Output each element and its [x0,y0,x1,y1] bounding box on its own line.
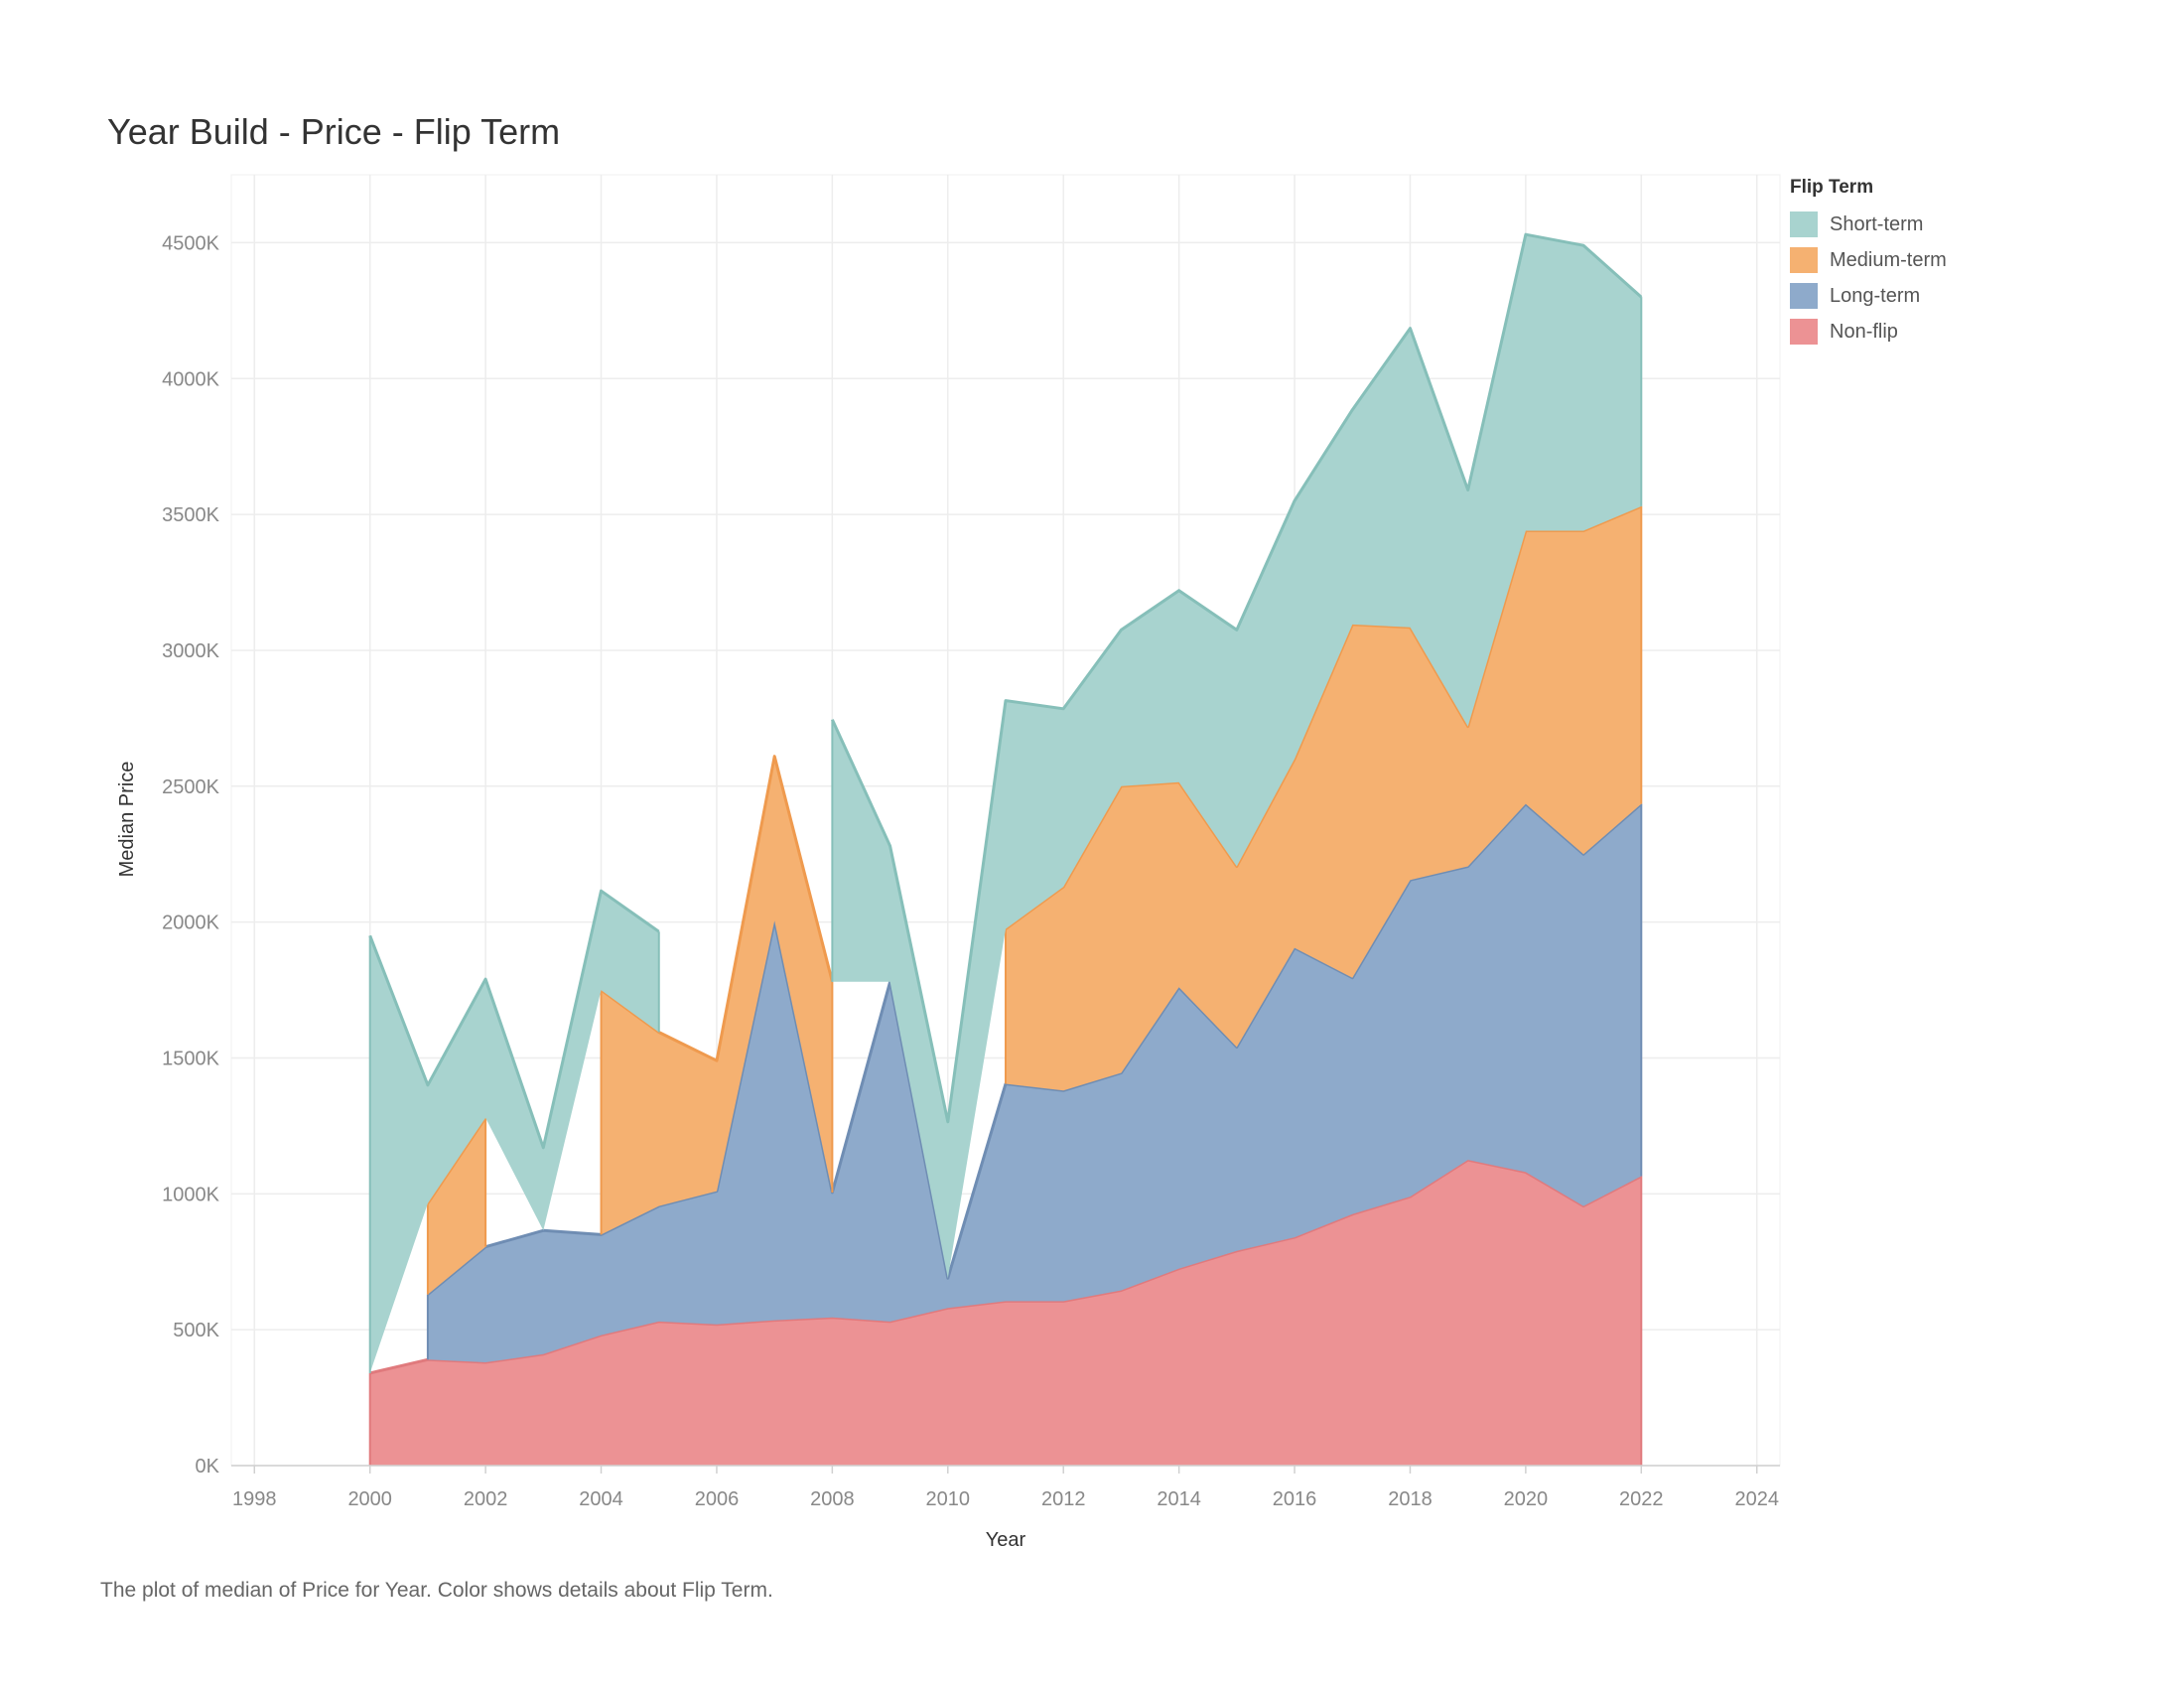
x-axis-title: Year [986,1529,1026,1551]
area-medium-term [1006,505,1642,1091]
area-long-term [427,803,1642,1362]
area-medium-term [601,756,833,1235]
x-tick-label: 2024 [1734,1488,1779,1510]
legend-item[interactable]: Medium-term [1790,242,1947,278]
line-short-term [831,232,1643,1124]
area-short-term [369,891,659,1373]
y-tick-label: 3000K [162,640,219,662]
area-non-flip [369,1160,1642,1466]
chart-title: Year Build - Price - Flip Term [107,111,561,152]
area-medium-term [427,1117,486,1295]
y-tick-label: 500K [173,1320,219,1341]
chart-areas [368,232,1643,1466]
legend-item[interactable]: Long-term [1790,278,1947,314]
y-tick-label: 3500K [162,504,219,526]
legend-label: Short-term [1830,212,1924,235]
x-tick-label: 2018 [1388,1488,1433,1510]
x-tick-label: 2016 [1273,1488,1317,1510]
x-tick-label: 2004 [579,1488,623,1510]
x-tick-label: 2012 [1041,1488,1086,1510]
x-tick-label: 1998 [232,1488,277,1510]
y-tick-label: 4000K [162,368,219,390]
y-tick-label: 2000K [162,913,219,934]
y-tick-label: 1500K [162,1048,219,1069]
y-tick-label: 0K [196,1456,220,1477]
legend-item[interactable]: Non-flip [1790,314,1947,350]
legend-swatch [1790,319,1818,345]
line-medium-term [600,755,834,1062]
legend: Flip Term Short-term Medium-term Long-term… [1790,177,1947,350]
legend-swatch [1790,283,1818,309]
x-tick-label: 2008 [810,1488,855,1510]
line-short-term [368,889,660,1150]
x-tick-label: 2006 [695,1488,740,1510]
legend-title: Flip Term [1790,177,1874,198]
legend-label: Long-term [1830,284,1921,307]
x-tick-label: 2002 [464,1488,508,1510]
x-tick-label: 2010 [926,1488,971,1510]
chart-caption: The plot of median of Price for Year. Co… [100,1579,773,1602]
area-short-term [832,234,1642,1279]
y-tick-label: 4500K [162,232,219,254]
legend-label: Medium-term [1830,248,1947,271]
x-tick-label: 2014 [1157,1488,1201,1510]
x-tick-label: 2022 [1619,1488,1664,1510]
y-tick-label: 1000K [162,1184,219,1205]
legend-label: Non-flip [1830,320,1898,343]
legend-item[interactable]: Short-term [1790,207,1947,242]
axes: 0K 500K 1000K 1500K 2000K 2500K 3000K 3500K 4000… [162,232,1780,1510]
y-axis-title: Median Price [116,762,138,878]
legend-swatch [1790,247,1818,273]
legend-swatch [1790,211,1818,237]
x-tick-label: 2020 [1504,1488,1549,1510]
y-tick-label: 2500K [162,776,219,798]
x-tick-label: 2000 [347,1488,392,1510]
